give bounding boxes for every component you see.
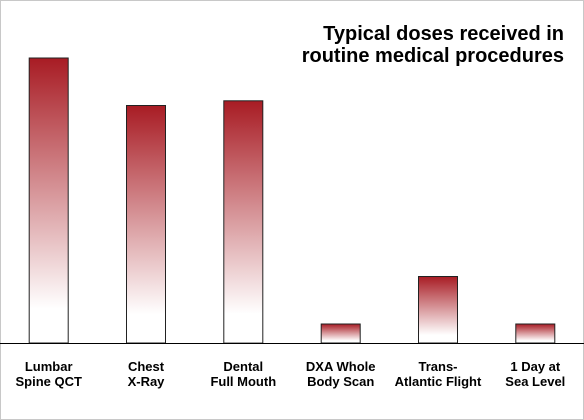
x-tick-label-line: Atlantic Flight (395, 374, 482, 389)
x-tick-label-line: Spine QCT (15, 374, 82, 389)
bar-5 (515, 323, 556, 344)
x-tick-label-4: Trans-Atlantic Flight (395, 359, 482, 389)
x-tick-label-3: DXA Whole Body Scan (306, 359, 376, 389)
x-tick-label-line: Trans- (418, 359, 457, 374)
bar-2 (223, 100, 264, 344)
x-tick-label-line: Full Mouth (210, 374, 276, 389)
x-tick-labels-group: Lumbar Spine QCT Chest X-Ray Dental Full Mout… (15, 359, 565, 389)
x-tick-label-line: Dental (223, 359, 263, 374)
bar-3 (320, 323, 361, 344)
x-tick-label-2: Dental Full Mouth (210, 359, 276, 389)
chart-title: Typical doses received in routine medica… (301, 23, 564, 67)
x-tick-label-line: Body Scan (307, 374, 374, 389)
bar-1 (126, 105, 166, 344)
x-tick-label-0: Lumbar Spine QCT (15, 359, 82, 389)
x-tick-label-line: DXA Whole (306, 359, 376, 374)
x-tick-label-line: 1 Day at (510, 359, 561, 374)
bars-group (28, 57, 556, 344)
x-tick-label-line: Chest (128, 359, 165, 374)
x-tick-label-line: X-Ray (128, 374, 166, 389)
x-tick-label-line: Lumbar (25, 359, 73, 374)
x-tick-label-line: Sea Level (505, 374, 565, 389)
bar-4 (418, 276, 458, 344)
x-tick-label-1: Chest X-Ray (128, 359, 166, 389)
bar-0 (28, 57, 69, 344)
x-tick-label-5: 1 Day at Sea Level (505, 359, 565, 389)
